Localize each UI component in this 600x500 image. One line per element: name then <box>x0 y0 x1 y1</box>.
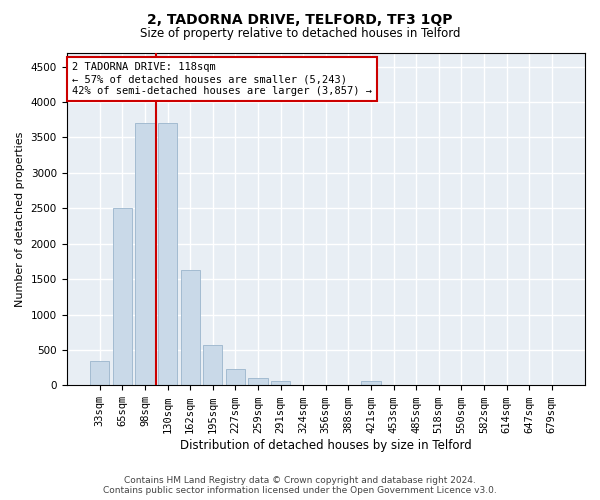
Bar <box>90 360 109 386</box>
Bar <box>361 382 380 386</box>
Bar <box>203 344 223 386</box>
Text: 2 TADORNA DRIVE: 118sqm
← 57% of detached houses are smaller (5,243)
42% of semi: 2 TADORNA DRIVE: 118sqm ← 57% of detache… <box>72 62 372 96</box>
Text: 2, TADORNA DRIVE, TELFORD, TF3 1QP: 2, TADORNA DRIVE, TELFORD, TF3 1QP <box>147 12 453 26</box>
Bar <box>136 124 155 386</box>
Bar <box>158 124 177 386</box>
Text: Size of property relative to detached houses in Telford: Size of property relative to detached ho… <box>140 28 460 40</box>
Bar <box>271 382 290 386</box>
Bar <box>226 370 245 386</box>
Text: Contains HM Land Registry data © Crown copyright and database right 2024.
Contai: Contains HM Land Registry data © Crown c… <box>103 476 497 495</box>
Y-axis label: Number of detached properties: Number of detached properties <box>15 131 25 306</box>
Bar <box>248 378 268 386</box>
Bar <box>181 270 200 386</box>
X-axis label: Distribution of detached houses by size in Telford: Distribution of detached houses by size … <box>180 440 472 452</box>
Bar <box>113 208 132 386</box>
